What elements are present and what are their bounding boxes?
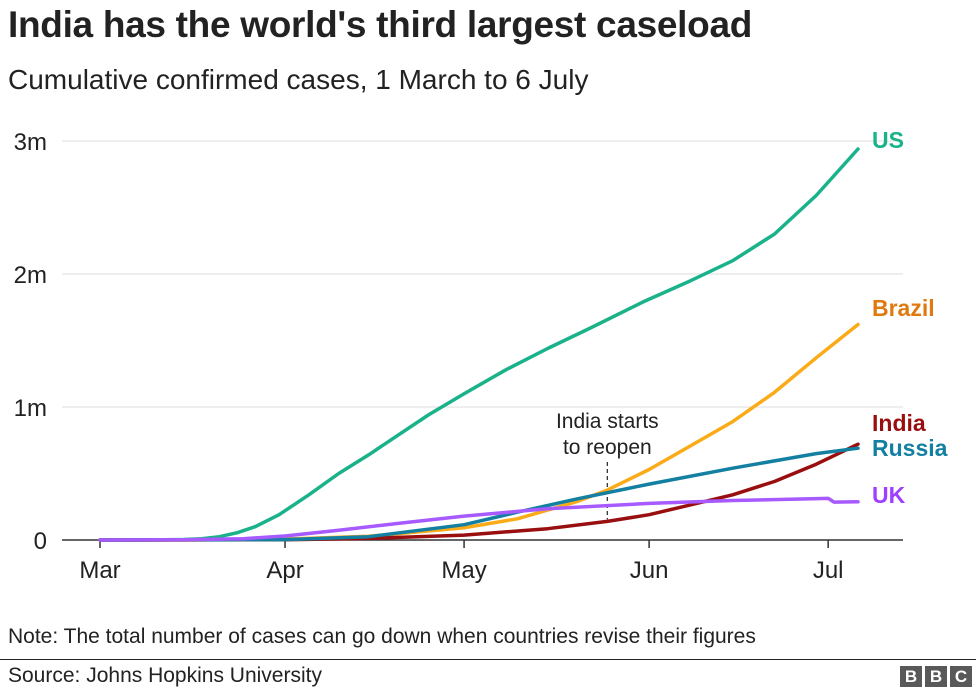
x-tick-label: Jun: [630, 557, 669, 584]
bbc-logo: B B C: [900, 666, 972, 687]
y-tick-label: 0: [34, 528, 47, 555]
series-line-russia: [98, 446, 860, 542]
series-label-russia: Russia: [872, 435, 948, 461]
series-line-uk: [98, 496, 860, 542]
chart-source: Source: Johns Hopkins University: [8, 664, 322, 687]
annotation-text: India starts: [556, 410, 659, 433]
chart-title: India has the world's third largest case…: [8, 4, 753, 45]
x-tick-label: Jul: [813, 557, 844, 584]
series-line-brazil: [98, 322, 860, 542]
x-tick-label: Mar: [79, 557, 120, 584]
bbc-logo-letter: B: [900, 666, 922, 687]
bbc-logo-letter: C: [950, 666, 972, 687]
annotation-text: to reopen: [563, 436, 652, 459]
chart-note: Note: The total number of cases can go d…: [8, 625, 756, 648]
y-tick-label: 1m: [14, 395, 47, 422]
series-label-uk: UK: [872, 482, 906, 508]
series-label-india: India: [872, 410, 926, 436]
series-label-brazil: Brazil: [872, 295, 935, 321]
chart-subtitle: Cumulative confirmed cases, 1 March to 6…: [8, 64, 589, 95]
footer-divider: [0, 659, 976, 660]
y-tick-label: 3m: [14, 129, 47, 156]
x-tick-label: May: [441, 557, 486, 584]
bbc-logo-letter: B: [925, 666, 947, 687]
series-label-us: US: [872, 127, 904, 153]
line-chart: 0 1m 2m 3m Mar Apr May Jun Jul India starts to reo…: [14, 127, 948, 584]
y-tick-label: 2m: [14, 262, 47, 289]
series-line-us: [98, 147, 860, 542]
x-tick-label: Apr: [266, 557, 303, 584]
